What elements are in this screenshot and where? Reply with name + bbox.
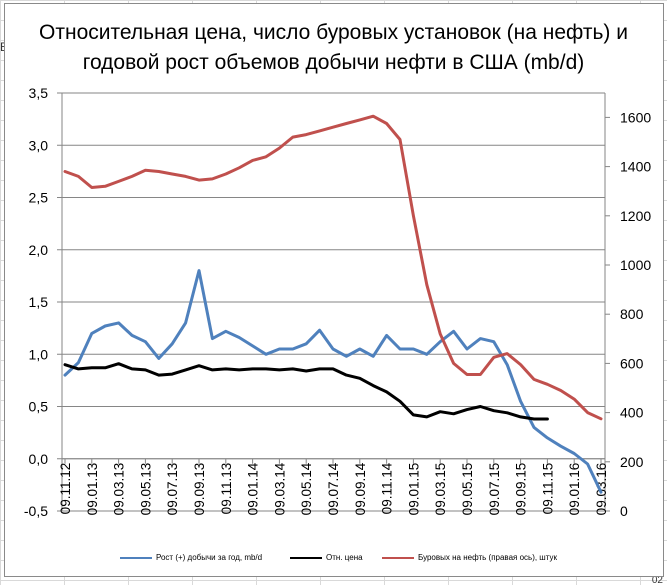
left-y-axis: 3,5 3,0 2,5 2,0 1,5 1,0 0,5 0,0 -0,5 bbox=[24, 85, 63, 519]
right-axis-tick-label: 1000 bbox=[620, 257, 651, 273]
series-lines bbox=[63, 114, 603, 494]
legend-swatch-blue-line-icon bbox=[120, 556, 152, 559]
right-axis-tick-label: 1600 bbox=[620, 109, 651, 125]
x-axis-tick-label: 09.03.16 bbox=[594, 463, 609, 516]
x-axis-tick-label: 09.09.14 bbox=[353, 462, 368, 515]
x-axis-tick-label: 09.11.15 bbox=[540, 463, 555, 515]
legend-item-rig-count: Буровых на нефть (правая ось), штук bbox=[382, 553, 557, 562]
x-axis-tick-label: 09.01.13 bbox=[85, 463, 100, 516]
x-axis-tick-label: 09.11.13 bbox=[219, 463, 234, 515]
sheet-cell-fragment-bottom-right: 02 bbox=[651, 575, 663, 586]
left-axis-tick-label: -0,5 bbox=[24, 503, 48, 519]
x-axis-tick-label: 09.03.13 bbox=[112, 463, 127, 516]
chart-title-line-1: Относительная цена, число буровых устано… bbox=[39, 21, 628, 44]
x-axis-tick-label: 09.05.14 bbox=[299, 462, 314, 515]
x-axis-tick-label: 09.05.13 bbox=[138, 463, 153, 516]
left-axis-tick-label: 3,5 bbox=[29, 85, 49, 101]
legend-label: Буровых на нефть (правая ось), штук bbox=[418, 553, 557, 562]
series-line bbox=[63, 269, 603, 494]
legend-swatch-red-line-icon bbox=[382, 556, 414, 559]
x-axis-tick-label: 09.03.15 bbox=[433, 463, 448, 516]
legend-item-relative-price: Отн. цена bbox=[290, 553, 363, 562]
x-axis-tick-label: 09.11.14 bbox=[380, 462, 395, 514]
x-axis-tick-label: 09.09.13 bbox=[192, 463, 207, 516]
left-axis-tick-label: 2,5 bbox=[29, 190, 49, 206]
left-axis-tick-label: 0,0 bbox=[29, 451, 49, 467]
legend-label: Рост (+) добычи за год, mb/d bbox=[156, 553, 263, 562]
series-line bbox=[63, 114, 603, 421]
right-axis-tick-label: 0 bbox=[620, 503, 628, 519]
x-axis-tick-label: 09.01.14 bbox=[246, 462, 261, 515]
left-axis-tick-label: 0,5 bbox=[29, 399, 49, 415]
x-axis-tick-label: 09.11.12 bbox=[58, 463, 73, 515]
x-axis-tick-label: 09.09.15 bbox=[514, 463, 529, 516]
left-axis-tick-label: 1,0 bbox=[29, 346, 49, 362]
x-axis-tick-label: 09.01.15 bbox=[406, 463, 421, 516]
right-axis-tick-label: 600 bbox=[620, 355, 644, 371]
x-axis-tick-label: 09.01.16 bbox=[567, 463, 582, 516]
chart-legend: Рост (+) добычи за год, mb/d Отн. цена Б… bbox=[0, 553, 667, 569]
chart-object[interactable] bbox=[4, 3, 664, 577]
x-axis-tick-label: 09.07.14 bbox=[326, 462, 341, 515]
x-axis-tick-label: 09.07.13 bbox=[165, 463, 180, 516]
gridlines bbox=[57, 92, 605, 512]
right-axis-tick-label: 800 bbox=[620, 306, 644, 322]
right-axis-tick-label: 400 bbox=[620, 405, 644, 421]
left-axis-tick-label: 3,0 bbox=[29, 137, 49, 153]
chart-title: Относительная цена, число буровых устано… bbox=[0, 18, 667, 78]
chart-title-line-2: годовой рост объемов добычи нефти в США … bbox=[82, 51, 585, 74]
legend-swatch-black-line-icon bbox=[290, 556, 322, 559]
left-axis-tick-label: 2,0 bbox=[29, 242, 49, 258]
right-axis-tick-label: 1400 bbox=[620, 159, 651, 175]
right-axis-tick-label: 1200 bbox=[620, 208, 651, 224]
right-axis-tick-label: 200 bbox=[620, 454, 644, 470]
x-axis-tick-label: 09.05.15 bbox=[460, 463, 475, 516]
x-axis-tick-label: 09.07.15 bbox=[487, 463, 502, 516]
x-axis-tick-label: 09.03.14 bbox=[272, 462, 287, 515]
left-axis-tick-label: 1,5 bbox=[29, 294, 49, 310]
legend-label: Отн. цена bbox=[326, 553, 363, 562]
series-line bbox=[63, 362, 549, 421]
legend-item-production-growth: Рост (+) добычи за год, mb/d bbox=[120, 553, 262, 562]
right-y-axis: 1600 1400 1200 1000 800 600 400 200 0 bbox=[604, 93, 651, 519]
x-axis: 09.11.12 09.01.13 09.03.13 09.05.13 09.07.13… bbox=[58, 458, 609, 516]
